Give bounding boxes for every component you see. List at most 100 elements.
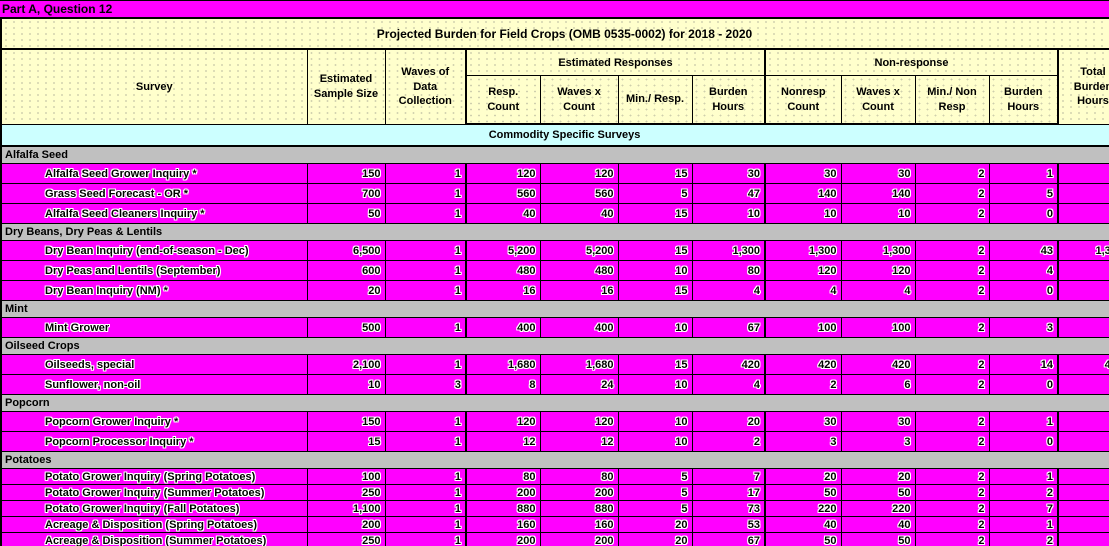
value-cell[interactable]: 2 xyxy=(914,500,990,517)
value-cell[interactable]: 3 xyxy=(988,317,1059,338)
value-cell[interactable]: 16 xyxy=(539,280,619,301)
value-cell[interactable]: 4 xyxy=(764,280,842,301)
value-cell[interactable]: 67 xyxy=(691,532,766,546)
value-cell[interactable]: 1,680 xyxy=(539,354,619,375)
value-cell[interactable]: 600 xyxy=(306,260,386,281)
value-cell[interactable]: 1 xyxy=(384,260,467,281)
value-cell[interactable]: 12 xyxy=(465,431,541,452)
value-cell[interactable]: 10 xyxy=(764,203,842,224)
value-cell[interactable]: 4 xyxy=(691,280,766,301)
value-cell[interactable]: 5,200 xyxy=(465,240,541,261)
value-cell[interactable] xyxy=(1056,317,1109,338)
value-cell[interactable]: 1,300 xyxy=(764,240,842,261)
value-cell[interactable]: 160 xyxy=(539,516,619,533)
value-cell[interactable]: 1 xyxy=(384,532,467,546)
value-cell[interactable]: 1 xyxy=(384,500,467,517)
value-cell[interactable] xyxy=(1056,532,1109,546)
value-cell[interactable]: 200 xyxy=(539,532,619,546)
survey-name-cell[interactable]: Potato Grower Inquiry (Fall Potatoes) xyxy=(0,500,308,517)
value-cell[interactable]: 50 xyxy=(840,484,916,501)
value-cell[interactable]: 200 xyxy=(465,532,541,546)
value-cell[interactable]: 150 xyxy=(306,163,386,184)
survey-name-cell[interactable]: Acreage & Disposition (Summer Potatoes) xyxy=(0,532,308,546)
value-cell[interactable]: 40 xyxy=(465,203,541,224)
survey-name-cell[interactable]: Popcorn Grower Inquiry * xyxy=(0,411,308,432)
value-cell[interactable]: 480 xyxy=(539,260,619,281)
value-cell[interactable]: 1 xyxy=(384,240,467,261)
value-cell[interactable]: 30 xyxy=(764,163,842,184)
value-cell[interactable]: 1 xyxy=(384,411,467,432)
value-cell[interactable]: 1 xyxy=(384,516,467,533)
value-cell[interactable]: 1 xyxy=(384,280,467,301)
value-cell[interactable]: 200 xyxy=(465,484,541,501)
value-cell[interactable]: 50 xyxy=(306,203,386,224)
value-cell[interactable]: 1 xyxy=(384,484,467,501)
value-cell[interactable]: 100 xyxy=(306,468,386,485)
value-cell[interactable]: 40 xyxy=(840,516,916,533)
commodity-band-label[interactable]: Commodity Specific Surveys xyxy=(0,123,1109,147)
value-cell[interactable]: 1 xyxy=(384,468,467,485)
value-cell[interactable]: 67 xyxy=(691,317,766,338)
value-cell[interactable]: 43 xyxy=(988,240,1059,261)
value-cell[interactable]: 5 xyxy=(617,484,693,501)
value-cell[interactable] xyxy=(1056,411,1109,432)
value-cell[interactable]: 50 xyxy=(764,532,842,546)
value-cell[interactable]: 140 xyxy=(764,183,842,204)
survey-name-cell[interactable]: Mint Grower xyxy=(0,317,308,338)
value-cell[interactable]: 1 xyxy=(988,468,1059,485)
value-cell[interactable]: 24 xyxy=(539,374,619,395)
value-cell[interactable]: 50 xyxy=(764,484,842,501)
value-cell[interactable]: 80 xyxy=(465,468,541,485)
value-cell[interactable] xyxy=(1056,431,1109,452)
value-cell[interactable] xyxy=(1056,500,1109,517)
survey-name-cell[interactable]: Oilseeds, special xyxy=(0,354,308,375)
survey-name-cell[interactable]: Sunflower, non-oil xyxy=(0,374,308,395)
value-cell[interactable]: 120 xyxy=(764,260,842,281)
value-cell[interactable]: 3 xyxy=(384,374,467,395)
value-cell[interactable]: 10 xyxy=(617,431,693,452)
value-cell[interactable]: 10 xyxy=(617,317,693,338)
value-cell[interactable]: 1,300 xyxy=(840,240,916,261)
value-cell[interactable]: 40 xyxy=(539,203,619,224)
value-cell[interactable]: 2 xyxy=(914,431,990,452)
value-cell[interactable]: 40 xyxy=(764,516,842,533)
value-cell[interactable]: 1 xyxy=(988,516,1059,533)
survey-name-cell[interactable]: Alfalfa Seed Grower Inquiry * xyxy=(0,163,308,184)
value-cell[interactable]: 1,300 xyxy=(691,240,766,261)
value-cell[interactable]: 2 xyxy=(764,374,842,395)
value-cell[interactable]: 120 xyxy=(840,260,916,281)
value-cell[interactable]: 200 xyxy=(306,516,386,533)
value-cell[interactable]: 1 xyxy=(384,317,467,338)
value-cell[interactable] xyxy=(1056,516,1109,533)
value-cell[interactable]: 2 xyxy=(914,516,990,533)
value-cell[interactable]: 30 xyxy=(840,411,916,432)
value-cell[interactable]: 100 xyxy=(764,317,842,338)
survey-name-cell[interactable]: Alfalfa Seed Cleaners Inquiry * xyxy=(0,203,308,224)
value-cell[interactable] xyxy=(1056,163,1109,184)
value-cell[interactable]: 10 xyxy=(617,411,693,432)
col-header-nonresp-count[interactable]: Nonresp Count xyxy=(764,75,842,125)
value-cell[interactable]: 2 xyxy=(914,280,990,301)
survey-name-cell[interactable]: Popcorn Processor Inquiry * xyxy=(0,431,308,452)
col-header-burden-hours-non[interactable]: Burden Hours xyxy=(988,75,1059,125)
value-cell[interactable]: 6,500 xyxy=(306,240,386,261)
group-header-non-response[interactable]: Non-response xyxy=(764,48,1059,76)
value-cell[interactable]: 4 xyxy=(840,280,916,301)
value-cell[interactable]: 1 xyxy=(384,354,467,375)
value-cell[interactable]: 0 xyxy=(988,431,1059,452)
value-cell[interactable]: 150 xyxy=(306,411,386,432)
value-cell[interactable] xyxy=(1056,183,1109,204)
survey-name-cell[interactable]: Potato Grower Inquiry (Spring Potatoes) xyxy=(0,468,308,485)
value-cell[interactable]: 500 xyxy=(306,317,386,338)
value-cell[interactable]: 420 xyxy=(840,354,916,375)
value-cell[interactable]: 220 xyxy=(840,500,916,517)
value-cell[interactable]: 2 xyxy=(914,374,990,395)
value-cell[interactable]: 1 xyxy=(988,163,1059,184)
section-name[interactable]: Alfalfa Seed xyxy=(0,145,1109,164)
value-cell[interactable]: 4 xyxy=(691,374,766,395)
value-cell[interactable]: 2 xyxy=(914,354,990,375)
value-cell[interactable]: 15 xyxy=(617,163,693,184)
value-cell[interactable]: 0 xyxy=(988,203,1059,224)
col-header-sample-size[interactable]: Estimated Sample Size xyxy=(306,48,386,125)
value-cell[interactable]: 7 xyxy=(988,500,1059,517)
